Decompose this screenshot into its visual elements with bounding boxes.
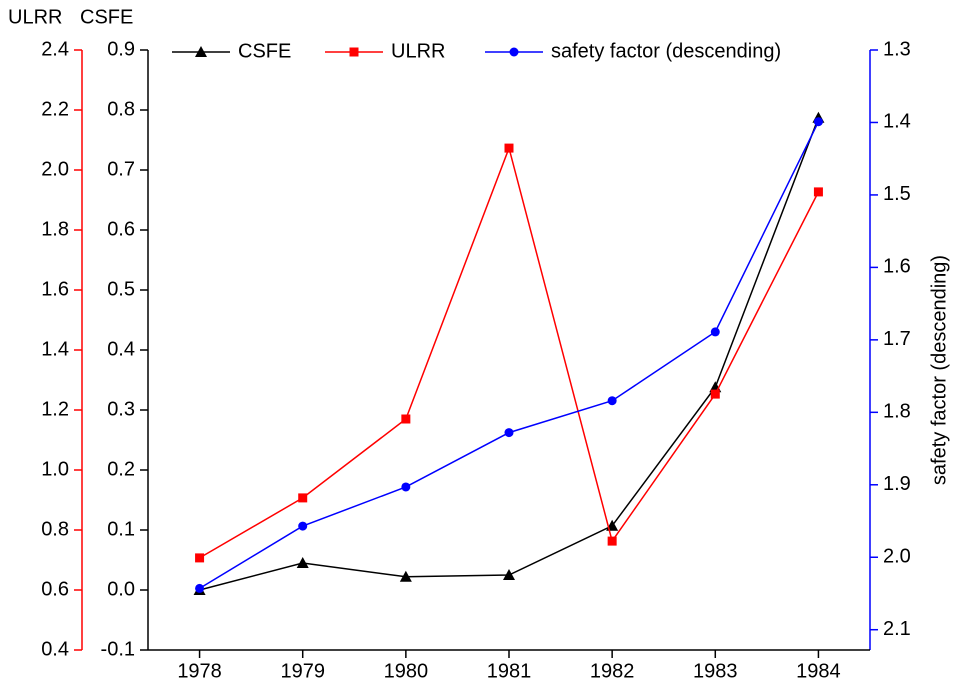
y2-tick-label: 1.7 [883, 328, 911, 350]
y3-tick-label: 0.8 [41, 518, 69, 540]
legend-label: ULRR [391, 40, 445, 62]
legend-marker [195, 46, 207, 57]
x-tick-label: 1981 [487, 660, 532, 682]
y3-tick-label: 1.2 [41, 398, 69, 420]
y3-tick-label: 2.4 [41, 38, 69, 60]
legend-label: safety factor (descending) [551, 40, 781, 62]
y3-tick-label: 1.6 [41, 278, 69, 300]
x-tick-label: 1979 [280, 660, 325, 682]
x-tick-label: 1980 [384, 660, 429, 682]
y2-tick-label: 1.6 [883, 256, 911, 278]
series-line [199, 145, 820, 559]
legend-label: CSFE [238, 40, 291, 62]
marker [401, 414, 411, 424]
y-tick-label: -0.1 [101, 638, 135, 660]
marker [813, 117, 823, 127]
y3-tick-label: 1.0 [41, 458, 69, 480]
y-tick-label: 0.9 [107, 38, 135, 60]
y3-tick-label: 1.4 [41, 338, 69, 360]
y-tick-label: 0.8 [107, 98, 135, 120]
y3-tick-label: 2.2 [41, 98, 69, 120]
y-tick-label: 0.4 [107, 338, 135, 360]
marker [298, 521, 308, 531]
series-line [199, 117, 820, 591]
y-axis-title: CSFE [80, 6, 133, 28]
legend-marker [509, 47, 519, 57]
y2-axis-title: safety factor (descending) [928, 255, 950, 485]
y2-tick-label: 1.4 [883, 111, 911, 133]
marker [607, 396, 617, 406]
legend-marker [349, 47, 359, 57]
x-tick-label: 1983 [693, 660, 738, 682]
y-tick-label: 0.2 [107, 458, 135, 480]
y2-tick-label: 2.1 [883, 618, 911, 640]
marker [504, 143, 514, 153]
y-tick-label: 0.0 [107, 578, 135, 600]
marker [503, 569, 515, 580]
marker [401, 482, 411, 492]
y-tick-label: 0.3 [107, 398, 135, 420]
x-tick-label: 1984 [796, 660, 841, 682]
y3-tick-label: 0.4 [41, 638, 69, 660]
x-tick-label: 1978 [177, 660, 222, 682]
marker [195, 583, 205, 593]
y2-tick-label: 2.0 [883, 546, 911, 568]
series-line [199, 121, 820, 590]
marker [298, 493, 308, 503]
y2-tick-label: 1.9 [883, 473, 911, 495]
marker [504, 428, 514, 438]
y-tick-label: 0.6 [107, 218, 135, 240]
y3-tick-label: 1.8 [41, 218, 69, 240]
y-tick-label: 0.5 [107, 278, 135, 300]
marker [399, 570, 412, 582]
marker [607, 536, 617, 546]
y-tick-label: 0.1 [107, 518, 135, 540]
marker [710, 327, 720, 337]
marker [710, 389, 720, 399]
marker [813, 187, 823, 197]
marker [296, 557, 309, 568]
x-tick-label: 1982 [590, 660, 635, 682]
y2-tick-label: 1.5 [883, 183, 911, 205]
y2-tick-label: 1.3 [883, 38, 911, 60]
y3-tick-label: 2.0 [41, 158, 69, 180]
y3-tick-label: 0.6 [41, 578, 69, 600]
y-tick-label: 0.7 [107, 158, 135, 180]
y3-axis-title: ULRR [8, 6, 62, 28]
y2-tick-label: 1.8 [883, 401, 911, 423]
marker [195, 553, 205, 563]
